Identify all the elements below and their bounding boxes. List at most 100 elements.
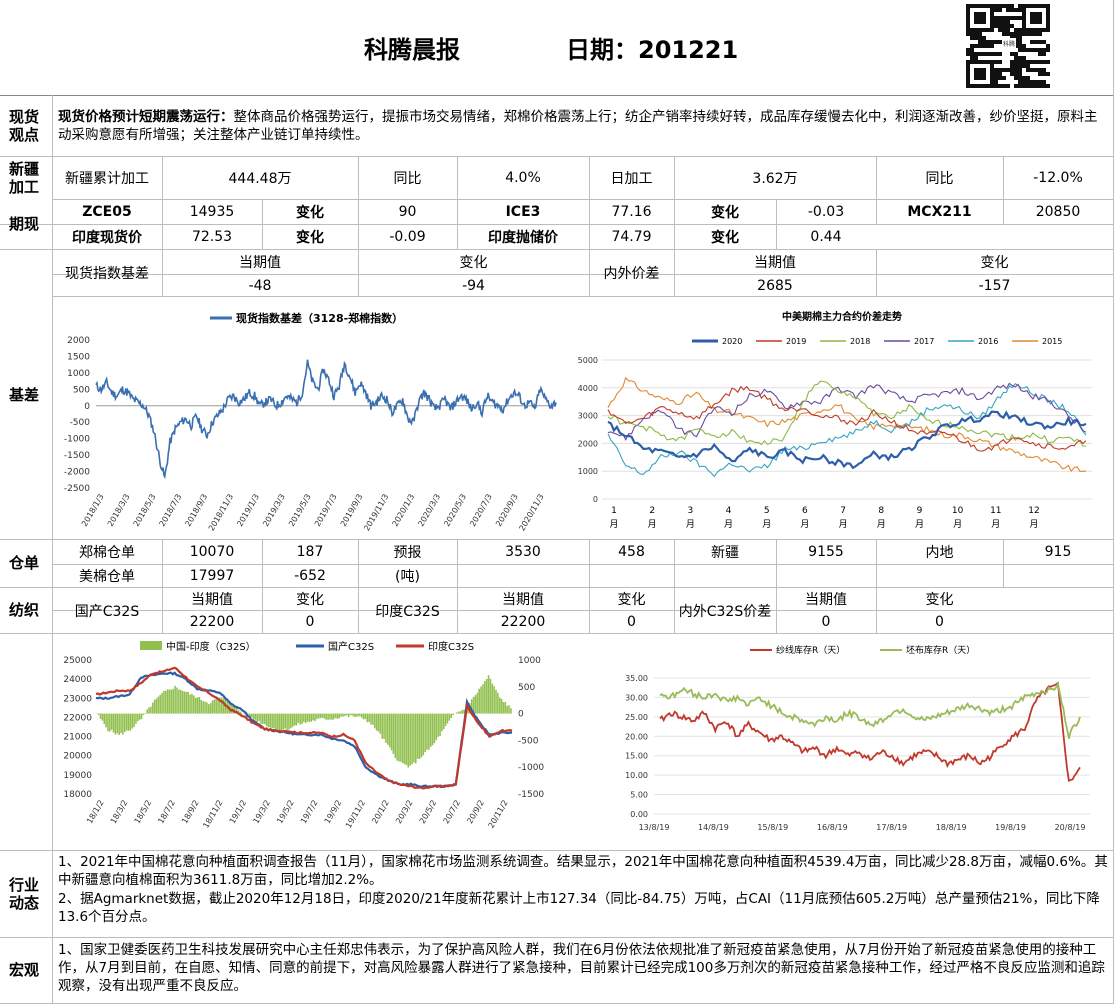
qr-module [1042, 28, 1046, 32]
qr-module [1018, 60, 1022, 64]
spread-bar [414, 713, 417, 764]
spread-bar [332, 713, 335, 720]
qr-module [1034, 16, 1038, 20]
qr-module [1038, 68, 1042, 72]
x-tick-unit: 月 [877, 519, 886, 530]
qr-module [966, 12, 970, 16]
legend-label: 印度C32S [428, 640, 474, 653]
qr-module [1006, 68, 1010, 72]
spread-bar [235, 707, 238, 714]
qr-module [1030, 20, 1034, 24]
x-tick-label: 2019/7/3 [313, 493, 339, 529]
qr-module [1022, 80, 1026, 84]
qr-module [1038, 52, 1042, 56]
qr-module [1010, 24, 1014, 28]
qr-module [966, 80, 970, 84]
y-tick-label: -2500 [64, 484, 90, 494]
qr-module [1038, 60, 1042, 64]
x-tick-unit: 月 [648, 519, 657, 530]
spread-bar [191, 693, 193, 714]
qr-module [1018, 80, 1022, 84]
series-line [607, 382, 1087, 478]
xj-daily-value: 3.62万 [752, 171, 798, 187]
spread-bar [439, 713, 441, 737]
spread-bar [396, 713, 398, 761]
y-tick-label: 3000 [578, 412, 598, 421]
qr-module [970, 60, 974, 64]
qr-module [998, 16, 1002, 20]
qr-module [1014, 28, 1018, 32]
in-c32s-h1: 当期值 [502, 592, 544, 608]
spread-bar [252, 713, 255, 720]
industry-item-1: 1、2021年中国棉花意向种植面积调查报告（11月），国家棉花市场监测系统调查。… [58, 854, 1108, 888]
warehouse-label: 仓单 [8, 554, 39, 572]
spread-bar [342, 713, 344, 717]
x-tick-num: 12 [1028, 506, 1039, 516]
qr-module [994, 24, 998, 28]
x-tick-label: 2019/1/3 [235, 493, 261, 529]
y-tick-label: -2000 [64, 468, 90, 478]
x-tick-label: 20/5/2 [418, 799, 439, 826]
forecast-label: 预报 [393, 545, 422, 561]
y-left-tick: 18000 [63, 790, 92, 800]
spread-bar [284, 713, 286, 729]
qr-module [1026, 80, 1030, 84]
basis-spot-h2: 变化 [459, 255, 488, 271]
spread-bar [291, 713, 294, 727]
x-tick-num: 1 [611, 506, 617, 516]
spread-bar [148, 707, 150, 714]
x-tick-label: 19/3/2 [251, 799, 272, 826]
spread-bar [271, 713, 273, 729]
spread-bar [508, 705, 510, 714]
qr-module [978, 68, 982, 72]
qr-module [1002, 16, 1006, 20]
qr-module [1030, 32, 1034, 36]
spread-bar [174, 685, 176, 714]
qr-module [1010, 8, 1014, 12]
qr-module [1042, 40, 1046, 44]
x-tick-label: 2020/11/3 [517, 493, 545, 533]
qr-module [1006, 24, 1010, 28]
qr-module [1026, 84, 1030, 88]
x-tick-label: 19/8/19 [995, 823, 1026, 832]
zce-warehouse-value: 10070 [189, 544, 235, 560]
spread-bar [256, 713, 258, 723]
qr-module [1002, 76, 1006, 80]
spread-bar [178, 689, 180, 714]
spread-bar [316, 713, 318, 720]
spread-bar [401, 713, 404, 764]
qr-module [978, 76, 982, 80]
basis-spot-v1: -48 [248, 277, 272, 294]
qr-module [1046, 16, 1050, 20]
spread-bar [166, 689, 169, 714]
qr-module [998, 8, 1002, 12]
qr-module [982, 60, 986, 64]
qr-module [998, 52, 1002, 56]
qr-module [1014, 8, 1018, 12]
qr-module [970, 4, 974, 8]
spread-bar [286, 713, 288, 732]
qr-module [1014, 60, 1018, 64]
in-c32s-h2: 变化 [617, 592, 646, 608]
qr-module [1006, 28, 1010, 32]
qr-module [974, 68, 978, 72]
qr-module [982, 16, 986, 20]
spread-bar [280, 713, 283, 731]
basis-label: 基差 [8, 385, 39, 404]
x-tick-num: 11 [990, 506, 1001, 516]
qr-module [990, 60, 994, 64]
x-tick-num: 2 [649, 506, 655, 516]
spread-bar [398, 713, 400, 762]
qr-module [990, 80, 994, 84]
spread-bar [118, 713, 120, 736]
spread-bar [403, 713, 406, 765]
qr-module [970, 44, 974, 48]
qr-module [978, 60, 982, 64]
qr-module [1046, 48, 1050, 52]
unit-ton: (吨) [395, 569, 420, 585]
xinjiang-label: 新疆加工 [8, 160, 39, 196]
qr-module [1038, 28, 1042, 32]
qr-module [978, 36, 982, 40]
qr-module [990, 76, 994, 80]
series-line [95, 666, 513, 790]
